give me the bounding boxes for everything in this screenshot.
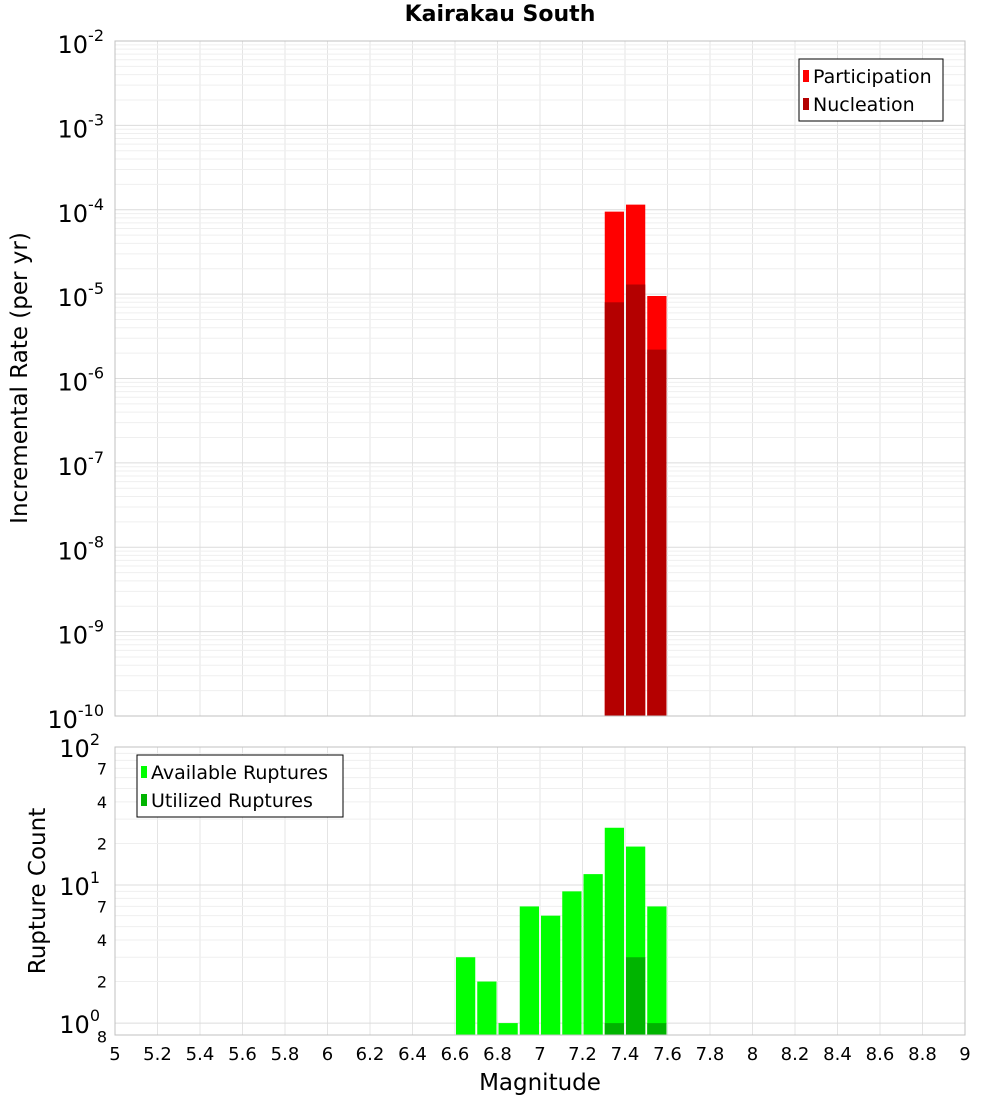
y-tick-label: 102 xyxy=(59,730,100,763)
top-y-ticks: 10-10 10-9 10-8 10-7 10-6 10-5 10-4 10-3 10-2 xyxy=(47,26,104,734)
bar-available-ruptures-6.85 xyxy=(498,1023,518,1035)
x-tick-label: 6.4 xyxy=(398,1044,427,1065)
bar-available-ruptures-7.05 xyxy=(541,915,561,1035)
legend-box xyxy=(798,58,944,122)
y-tick-label: 10-3 xyxy=(58,110,105,143)
x-tick-label: 7.6 xyxy=(653,1044,682,1065)
bar-utilized-ruptures-7.55 xyxy=(647,1023,667,1035)
legend-entry: Participation xyxy=(813,66,932,88)
x-tick-label: 7.2 xyxy=(568,1044,597,1065)
y-tick-label: 7 xyxy=(97,759,107,778)
y-tick-label: 10-10 xyxy=(47,701,104,734)
x-tick-label: 6.6 xyxy=(441,1044,470,1065)
bar-utilized-ruptures-7.35 xyxy=(604,1023,624,1035)
y-tick-label: 8 xyxy=(97,1027,107,1046)
top-plot-frame xyxy=(114,40,966,717)
legend-box xyxy=(136,754,344,818)
y-tick-label: 10-9 xyxy=(58,617,105,650)
legend-entry: Nucleation xyxy=(813,94,915,116)
x-tick-label: 7 xyxy=(534,1044,545,1065)
x-tick-label: 5.2 xyxy=(143,1044,172,1065)
x-tick-label: 8.2 xyxy=(781,1044,810,1065)
legend-entry: Utilized Ruptures xyxy=(151,790,313,812)
x-tick-label: 8 xyxy=(747,1044,758,1065)
bar-nucleation-7.35 xyxy=(604,302,624,716)
bar-nucleation-7.45 xyxy=(626,284,646,716)
y-tick-label: 10-4 xyxy=(58,195,105,228)
bar-nucleation-7.55 xyxy=(647,349,667,716)
legend-swatch xyxy=(803,98,809,110)
x-tick-label: 6 xyxy=(322,1044,333,1065)
x-tick-label: 8.8 xyxy=(908,1044,937,1065)
bottom-bars xyxy=(456,827,667,1035)
top-bars xyxy=(604,204,667,717)
chart-title: Kairakau South xyxy=(404,2,596,27)
top-gridlines xyxy=(115,41,965,716)
bottom-y-axis-label: Rupture Count xyxy=(25,808,51,974)
legend-entry: Available Ruptures xyxy=(151,762,328,784)
x-tick-label: 6.2 xyxy=(356,1044,385,1065)
y-tick-label: 10-6 xyxy=(58,364,105,397)
x-tick-label: 7.4 xyxy=(611,1044,640,1065)
bar-available-ruptures-7.55 xyxy=(647,906,667,1035)
bar-utilized-ruptures-7.45 xyxy=(626,957,646,1035)
x-ticks: 5 5.2 5.4 5.6 5.8 6 6.2 6.4 6.6 6.8 7 7.2 7.4 7.6 7.8 8… xyxy=(109,1044,970,1065)
y-tick-label: 2 xyxy=(97,973,107,992)
bottom-legend: Available Ruptures Utilized Ruptures xyxy=(136,754,344,818)
x-tick-label: 7.8 xyxy=(696,1044,725,1065)
legend-swatch xyxy=(803,70,809,82)
x-tick-label: 9 xyxy=(959,1044,970,1065)
x-tick-label: 6.8 xyxy=(483,1044,512,1065)
bar-available-ruptures-7.15 xyxy=(562,891,582,1035)
top-y-axis-label: Incremental Rate (per yr) xyxy=(7,232,33,524)
x-tick-label: 5.8 xyxy=(271,1044,300,1065)
y-tick-label: 10-8 xyxy=(58,532,105,565)
bottom-plot-frame xyxy=(114,746,966,1036)
bar-available-ruptures-6.75 xyxy=(477,981,497,1035)
bar-available-ruptures-6.95 xyxy=(519,906,539,1035)
y-tick-label: 100 xyxy=(59,1006,100,1039)
x-axis-label: Magnitude xyxy=(479,1070,601,1096)
bar-available-ruptures-7.35 xyxy=(604,827,624,1035)
y-tick-label: 2 xyxy=(97,834,107,853)
y-tick-label: 4 xyxy=(97,931,107,950)
y-tick-label: 7 xyxy=(97,897,107,916)
y-tick-label: 10-2 xyxy=(58,26,105,59)
x-tick-label: 5 xyxy=(109,1044,120,1065)
x-tick-label: 5.4 xyxy=(186,1044,215,1065)
x-tick-label: 5.6 xyxy=(228,1044,257,1065)
x-tick-label: 8.6 xyxy=(866,1044,895,1065)
x-tick-label: 8.4 xyxy=(823,1044,852,1065)
y-tick-label: 10-7 xyxy=(58,448,105,481)
legend-swatch xyxy=(141,794,147,806)
legend-swatch xyxy=(141,766,147,778)
bar-available-ruptures-7.25 xyxy=(583,874,603,1035)
y-tick-label: 4 xyxy=(97,793,107,812)
bar-available-ruptures-6.65 xyxy=(456,957,476,1035)
y-tick-label: 10-5 xyxy=(58,279,105,312)
top-legend: Participation Nucleation xyxy=(798,58,944,122)
y-tick-label: 101 xyxy=(59,868,100,901)
